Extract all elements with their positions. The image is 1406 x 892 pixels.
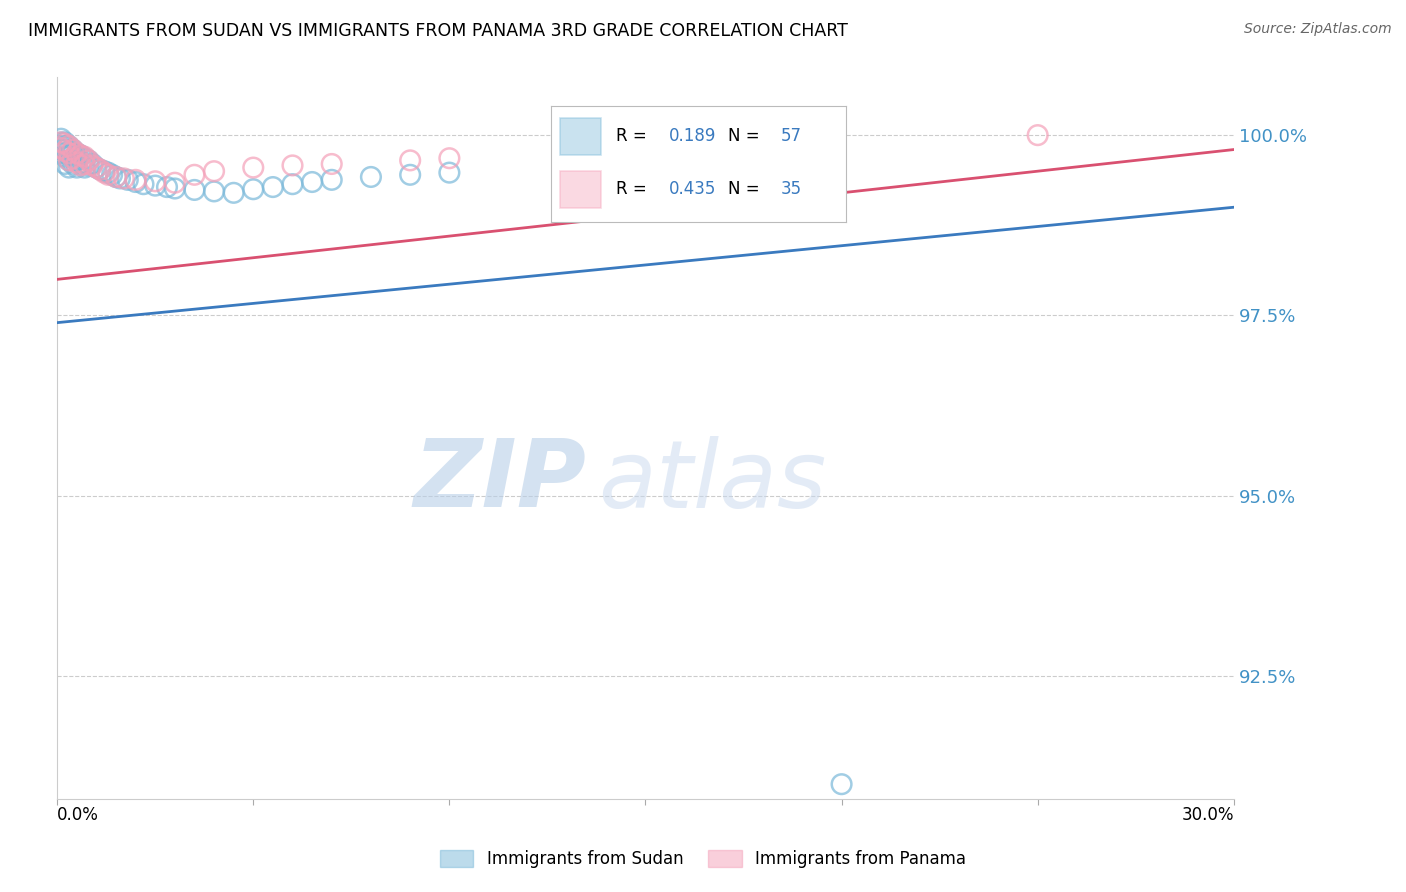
Point — [86, 161, 108, 175]
Point — [62, 143, 84, 157]
Point — [222, 186, 245, 200]
Point — [53, 144, 76, 158]
Point — [439, 151, 461, 165]
Point — [73, 150, 96, 164]
Point — [73, 157, 96, 171]
Point — [281, 177, 304, 191]
Point — [62, 143, 84, 157]
Point — [62, 151, 84, 165]
Point — [399, 168, 422, 182]
Point — [49, 143, 72, 157]
Point — [156, 180, 179, 194]
Point — [66, 161, 89, 175]
Point — [93, 166, 115, 180]
Point — [101, 168, 124, 182]
Point — [62, 151, 84, 165]
Point — [183, 168, 205, 182]
Point — [360, 169, 382, 184]
Point — [66, 150, 89, 164]
Point — [77, 153, 100, 168]
Point — [73, 161, 96, 175]
Point — [439, 166, 461, 180]
Point — [163, 176, 186, 190]
Point — [66, 155, 89, 169]
Point — [58, 148, 80, 162]
Point — [58, 139, 80, 153]
Point — [97, 168, 120, 182]
Point — [49, 136, 72, 150]
Text: 30.0%: 30.0% — [1181, 805, 1234, 824]
Point — [69, 148, 91, 162]
Point — [66, 153, 89, 168]
Point — [89, 162, 111, 177]
Point — [1026, 128, 1049, 142]
Point — [132, 177, 155, 191]
Point — [53, 143, 76, 157]
Point — [62, 146, 84, 161]
Point — [82, 157, 104, 171]
Point — [58, 153, 80, 168]
Point — [49, 136, 72, 150]
Point — [66, 146, 89, 161]
Point — [66, 146, 89, 161]
Point — [399, 153, 422, 168]
Point — [62, 157, 84, 171]
Point — [105, 169, 128, 184]
Point — [124, 173, 146, 187]
Point — [143, 178, 166, 193]
Point — [69, 148, 91, 162]
Text: 0.0%: 0.0% — [58, 805, 98, 824]
Point — [105, 169, 128, 184]
Point — [53, 150, 76, 164]
Point — [124, 175, 146, 189]
Point — [58, 161, 80, 175]
Point — [831, 777, 853, 791]
Point — [93, 164, 115, 178]
Point — [58, 139, 80, 153]
Point — [143, 174, 166, 188]
Point — [321, 157, 343, 171]
Point — [77, 158, 100, 172]
Point — [242, 161, 264, 175]
Point — [53, 136, 76, 151]
Point — [89, 162, 111, 177]
Point — [86, 161, 108, 175]
Point — [69, 157, 91, 171]
Point — [281, 158, 304, 172]
Point — [82, 158, 104, 172]
Point — [49, 132, 72, 146]
Point — [49, 146, 72, 161]
Point — [321, 173, 343, 187]
Point — [202, 164, 225, 178]
Point — [53, 136, 76, 150]
Point — [634, 148, 657, 162]
Point — [97, 166, 120, 180]
Legend: Immigrants from Sudan, Immigrants from Panama: Immigrants from Sudan, Immigrants from P… — [433, 843, 973, 875]
Text: IMMIGRANTS FROM SUDAN VS IMMIGRANTS FROM PANAMA 3RD GRADE CORRELATION CHART: IMMIGRANTS FROM SUDAN VS IMMIGRANTS FROM… — [28, 22, 848, 40]
Point — [108, 171, 131, 186]
Text: Source: ZipAtlas.com: Source: ZipAtlas.com — [1244, 22, 1392, 37]
Point — [77, 153, 100, 168]
Point — [49, 141, 72, 155]
Text: atlas: atlas — [599, 436, 827, 527]
Point — [262, 180, 284, 194]
Point — [58, 144, 80, 158]
Point — [58, 146, 80, 161]
Point — [69, 158, 91, 172]
Point — [183, 183, 205, 197]
Point — [117, 173, 139, 187]
Point — [53, 139, 76, 153]
Point — [301, 175, 323, 189]
Point — [163, 181, 186, 195]
Point — [73, 151, 96, 165]
Point — [112, 171, 135, 186]
Point — [73, 155, 96, 169]
Text: ZIP: ZIP — [413, 435, 586, 527]
Point — [555, 162, 578, 177]
Point — [53, 157, 76, 171]
Point — [202, 185, 225, 199]
Point — [58, 153, 80, 168]
Point — [242, 182, 264, 196]
Point — [49, 139, 72, 153]
